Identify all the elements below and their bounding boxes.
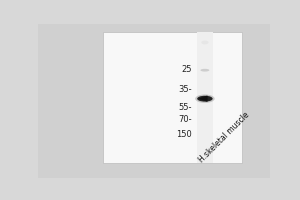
Text: 150: 150 [176,130,192,139]
Ellipse shape [200,69,209,72]
Ellipse shape [201,41,208,44]
Text: 25: 25 [182,65,192,74]
Ellipse shape [195,94,215,103]
Polygon shape [199,96,207,102]
FancyBboxPatch shape [38,24,270,178]
FancyBboxPatch shape [197,32,213,163]
Text: 35-: 35- [178,85,192,94]
Text: H.skeletal muscle: H.skeletal muscle [197,110,251,164]
Text: 70-: 70- [178,115,192,124]
Text: 55-: 55- [178,103,192,112]
FancyBboxPatch shape [103,32,242,163]
Ellipse shape [197,96,213,102]
